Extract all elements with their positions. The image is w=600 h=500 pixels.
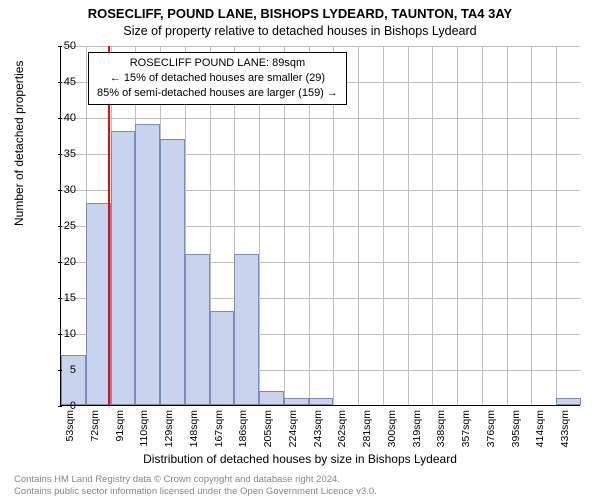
x-tick-label: 91sqm [114, 410, 126, 470]
y-tick-label: 25 [36, 220, 76, 232]
y-tick-label: 15 [36, 292, 76, 304]
info-line-smaller: ← 15% of detached houses are smaller (29… [97, 71, 338, 86]
histogram-bar [111, 131, 136, 405]
x-tick-label: 395sqm [510, 410, 522, 470]
x-tick-label: 300sqm [386, 410, 398, 470]
histogram-bar [160, 139, 185, 405]
info-line-larger: 85% of semi-detached houses are larger (… [97, 86, 338, 101]
x-tick-label: 224sqm [287, 410, 299, 470]
histogram-bar [61, 355, 86, 405]
y-tick-label: 5 [36, 364, 76, 376]
footer-copyright-2: Contains public sector information licen… [14, 486, 377, 497]
x-tick-label: 281sqm [361, 410, 373, 470]
x-tick-label: 186sqm [237, 410, 249, 470]
histogram-bar [185, 254, 210, 405]
histogram-bar [259, 391, 284, 405]
histogram-bar [309, 398, 334, 405]
x-tick-label: 357sqm [460, 410, 472, 470]
footer-copyright-1: Contains HM Land Registry data © Crown c… [14, 474, 340, 485]
histogram-bar [284, 398, 309, 405]
x-tick-label: 53sqm [64, 410, 76, 470]
x-tick-label: 262sqm [336, 410, 348, 470]
y-tick-label: 40 [36, 112, 76, 124]
histogram-bar [234, 254, 259, 405]
x-tick-label: 338sqm [435, 410, 447, 470]
y-tick-label: 45 [36, 76, 76, 88]
x-tick-label: 205sqm [262, 410, 274, 470]
x-tick-label: 243sqm [312, 410, 324, 470]
x-tick-label: 376sqm [485, 410, 497, 470]
histogram-bar [556, 398, 581, 405]
y-tick-label: 20 [36, 256, 76, 268]
chart-subtitle: Size of property relative to detached ho… [0, 24, 600, 38]
x-tick-label: 414sqm [534, 410, 546, 470]
y-tick-label: 10 [36, 328, 76, 340]
y-tick-label: 30 [36, 184, 76, 196]
info-line-size: ROSECLIFF POUND LANE: 89sqm [97, 56, 338, 71]
info-callout-box: ROSECLIFF POUND LANE: 89sqm ← 15% of det… [88, 52, 347, 105]
x-tick-label: 148sqm [188, 410, 200, 470]
y-axis-label: Number of detached properties [12, 61, 26, 226]
x-tick-label: 167sqm [213, 410, 225, 470]
y-tick-label: 35 [36, 148, 76, 160]
x-tick-label: 72sqm [89, 410, 101, 470]
histogram-bar [86, 203, 111, 405]
x-tick-label: 129sqm [163, 410, 175, 470]
x-tick-label: 319sqm [411, 410, 423, 470]
x-tick-label: 433sqm [559, 410, 571, 470]
chart-title-address: ROSECLIFF, POUND LANE, BISHOPS LYDEARD, … [0, 6, 600, 21]
histogram-bar [135, 124, 160, 405]
y-tick-label: 50 [36, 40, 76, 52]
x-tick-label: 110sqm [138, 410, 150, 470]
histogram-bar [210, 311, 235, 405]
